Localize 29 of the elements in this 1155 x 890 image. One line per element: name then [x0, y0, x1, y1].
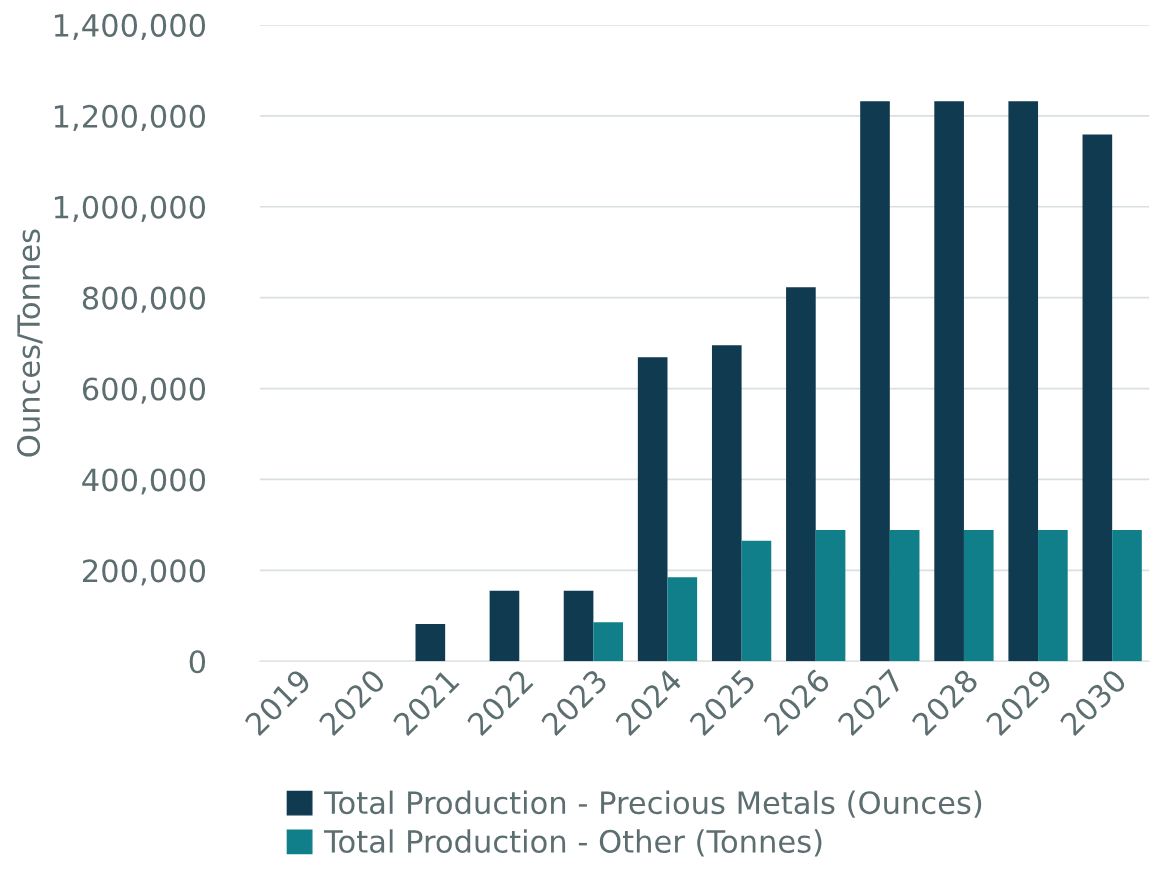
y-tick-label: 1,400,000	[54, 13, 206, 41]
y-tick-label: 800,000	[82, 286, 206, 313]
legend-label: Total Production - Other (Tonnes)	[323, 829, 822, 857]
bar	[1008, 101, 1039, 662]
bar	[593, 622, 624, 662]
bar	[815, 529, 846, 662]
bar	[741, 540, 772, 662]
y-tick-label: 600,000	[82, 377, 206, 404]
bar	[1082, 134, 1113, 662]
y-tick-label: 1,200,000	[54, 104, 206, 131]
y-tick-label: 0	[189, 650, 206, 674]
bar	[489, 590, 520, 662]
bar	[934, 101, 964, 662]
bar	[889, 529, 920, 662]
bar	[637, 357, 668, 662]
bar	[667, 577, 698, 662]
bar	[786, 287, 816, 662]
y-tick-label: 1,000,000	[54, 195, 206, 222]
y-tick-label: 400,000	[82, 468, 206, 495]
bar	[563, 590, 594, 662]
y-axis-title: Ounces/Tonnes	[17, 229, 43, 457]
legend-label: Total Production - Precious Metals (Ounces)	[323, 790, 982, 818]
bar	[963, 529, 994, 662]
bar	[415, 624, 446, 662]
bar	[1112, 529, 1142, 662]
bar	[1038, 529, 1068, 662]
y-tick-label: 200,000	[82, 559, 206, 586]
bar	[711, 345, 742, 662]
bar	[860, 101, 890, 662]
